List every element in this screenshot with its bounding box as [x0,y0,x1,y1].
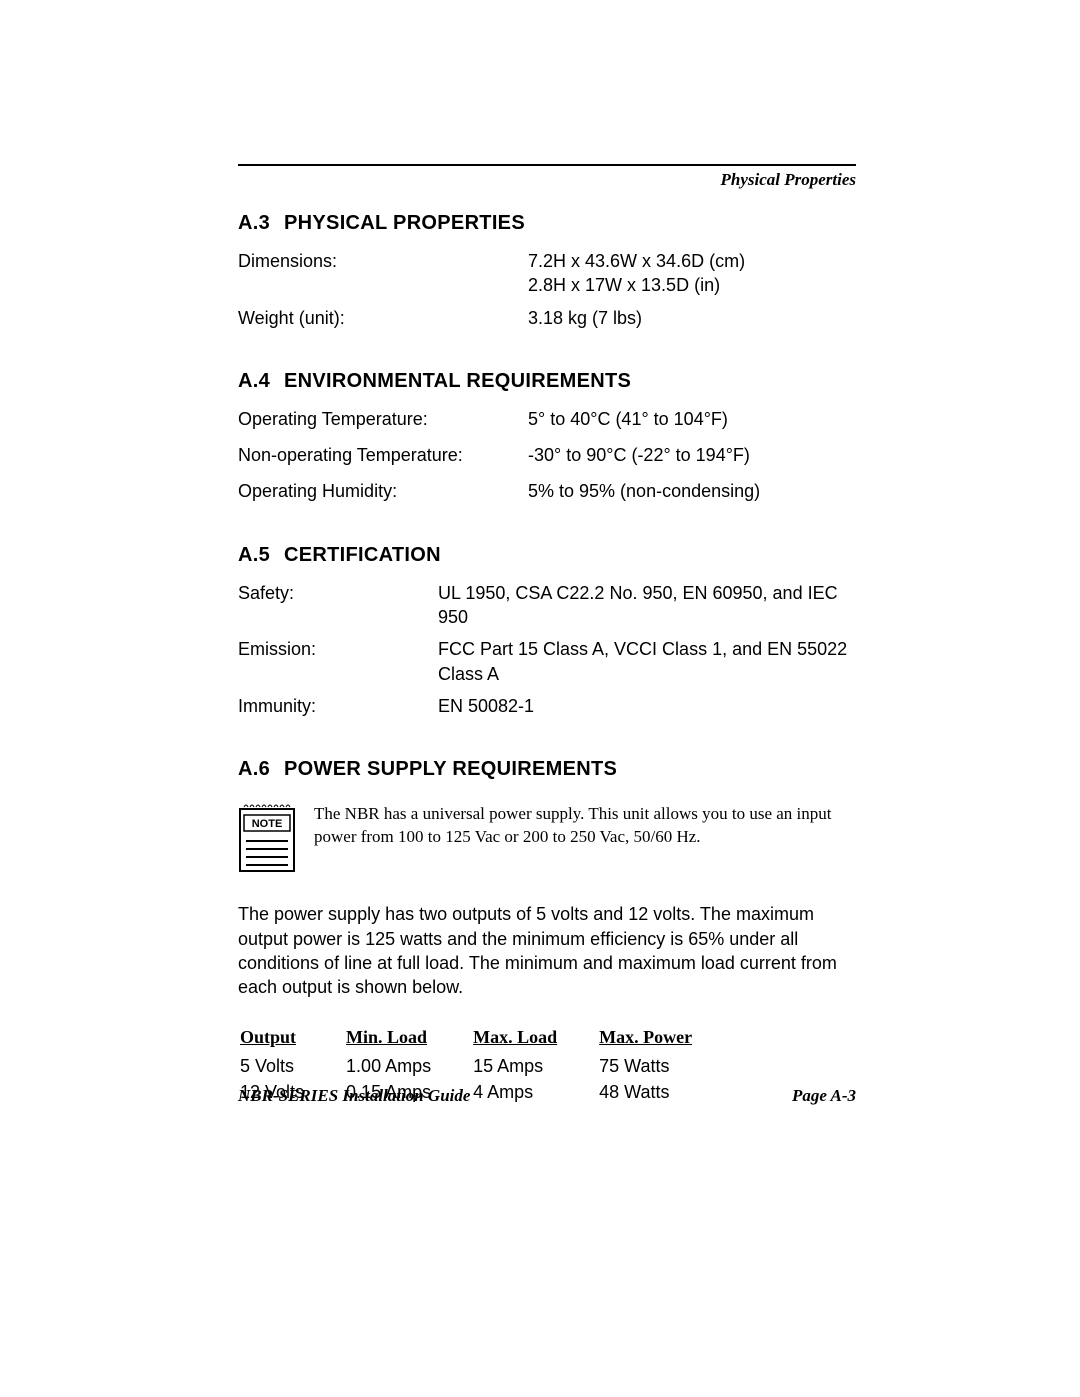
kv-row: Immunity: EN 50082-1 [238,694,856,718]
kv-label: Operating Temperature: [238,407,528,431]
section-num: A.4 [238,370,270,393]
note-icon: NOTE [238,803,296,878]
table-header: Max. Load [473,1025,597,1051]
kv-label: Non-operating Temperature: [238,443,528,467]
kv-value: 7.2H x 43.6W x 34.6D (cm) 2.8H x 17W x 1… [528,249,856,298]
table-row: 5 Volts 1.00 Amps 15 Amps 75 Watts [240,1054,732,1078]
section-title: CERTIFICATION [284,544,441,566]
kv-row: Operating Temperature: 5° to 40°C (41° t… [238,407,856,431]
page-footer: NBR-SERIES Installation Guide Page A-3 [238,1086,856,1106]
kv-row: Weight (unit): 3.18 kg (7 lbs) [238,306,856,330]
kv-row: Emission: FCC Part 15 Class A, VCCI Clas… [238,637,856,686]
table-header-row: Output Min. Load Max. Load Max. Power [240,1025,732,1051]
note-text: The NBR has a universal power supply. Th… [314,803,856,849]
note-label: NOTE [252,818,283,830]
table-cell: 15 Amps [473,1054,597,1078]
kv-value: -30° to 90°C (-22° to 194°F) [528,443,856,467]
kv-value: 5° to 40°C (41° to 104°F) [528,407,856,431]
kv-value: UL 1950, CSA C22.2 No. 950, EN 60950, an… [438,581,856,630]
kv-label: Dimensions: [238,249,528,298]
header-rule [238,164,856,166]
kv-value: FCC Part 15 Class A, VCCI Class 1, and E… [438,637,856,686]
section-num: A.3 [238,212,270,235]
table-header: Max. Power [599,1025,732,1051]
header-section-label: Physical Properties [238,170,856,190]
kv-value: 5% to 95% (non-condensing) [528,479,856,503]
section-num: A.6 [238,758,270,781]
footer-right: Page A-3 [792,1086,856,1106]
section-heading-a4: A.4 ENVIRONMENTAL REQUIREMENTS [238,370,856,393]
kv-value: EN 50082-1 [438,694,856,718]
kv-label: Weight (unit): [238,306,528,330]
kv-row: Safety: UL 1950, CSA C22.2 No. 950, EN 6… [238,581,856,630]
page-content: Physical Properties A.3 PHYSICAL PROPERTI… [238,164,856,1106]
table-cell: 1.00 Amps [346,1054,471,1078]
table-cell: 75 Watts [599,1054,732,1078]
section-title: ENVIRONMENTAL REQUIREMENTS [284,370,631,392]
table-header: Output [240,1025,344,1051]
footer-left: NBR-SERIES Installation Guide [238,1086,470,1106]
kv-label: Safety: [238,581,438,630]
section-heading-a6: A.6 POWER SUPPLY REQUIREMENTS [238,758,856,781]
body-paragraph: The power supply has two outputs of 5 vo… [238,902,856,999]
kv-value: 3.18 kg (7 lbs) [528,306,856,330]
kv-label: Emission: [238,637,438,686]
kv-row: Dimensions: 7.2H x 43.6W x 34.6D (cm) 2.… [238,249,856,298]
section-heading-a3: A.3 PHYSICAL PROPERTIES [238,212,856,235]
kv-label: Immunity: [238,694,438,718]
kv-label: Operating Humidity: [238,479,528,503]
section-title: POWER SUPPLY REQUIREMENTS [284,758,617,780]
kv-row: Operating Humidity: 5% to 95% (non-conde… [238,479,856,503]
table-header: Min. Load [346,1025,471,1051]
section-heading-a5: A.5 CERTIFICATION [238,544,856,567]
section-title: PHYSICAL PROPERTIES [284,212,525,234]
kv-row: Non-operating Temperature: -30° to 90°C … [238,443,856,467]
section-num: A.5 [238,544,270,567]
note-block: NOTE The NBR has a universal power suppl… [238,803,856,878]
table-cell: 5 Volts [240,1054,344,1078]
